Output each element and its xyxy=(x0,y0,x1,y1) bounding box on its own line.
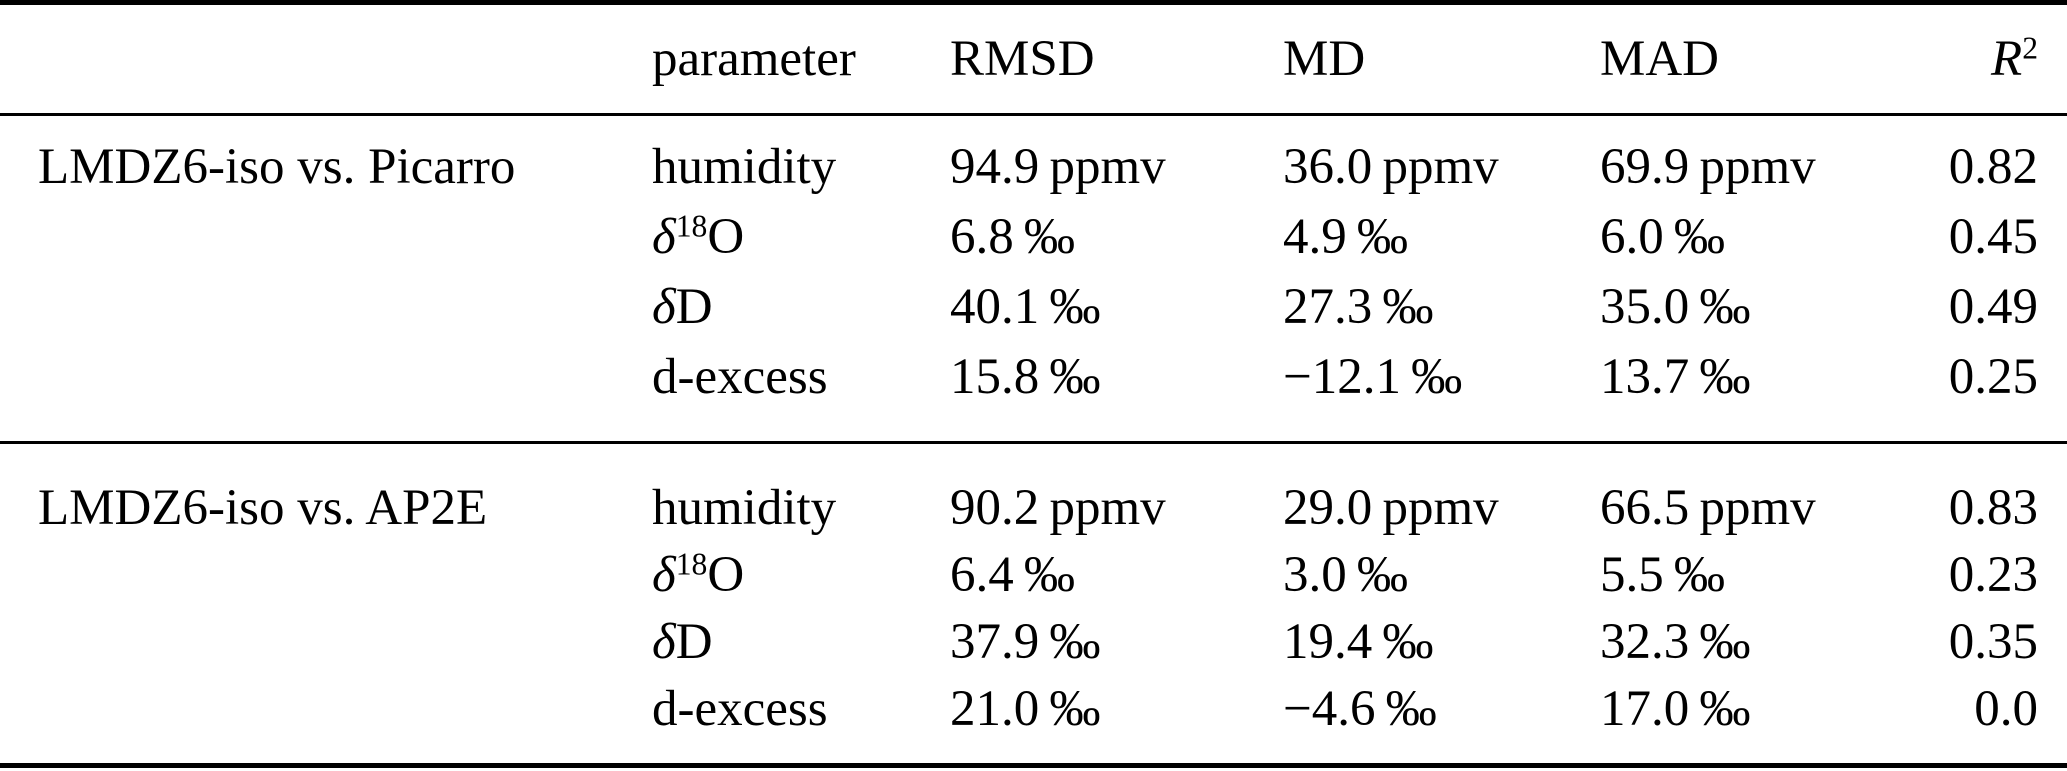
cell-parameter: δD xyxy=(652,613,713,670)
table-row: δ18O 6.4 ‰ 3.0 ‰ 5.5 ‰ 0.23 xyxy=(0,541,2067,608)
cell-r-squared: 0.45 xyxy=(1948,209,2038,265)
cell-parameter: d-excess xyxy=(652,680,828,737)
group-label: LMDZ6-iso vs. Picarro xyxy=(38,139,516,195)
header-mad: MAD xyxy=(1600,31,1720,87)
cell-parameter: d-excess xyxy=(652,349,828,405)
cell-mad: 35.0 ‰ xyxy=(1600,279,1751,335)
cell-mad: 69.9 ppmv xyxy=(1600,139,1816,195)
cell-mad: 6.0 ‰ xyxy=(1600,209,1725,265)
delta-symbol: δ xyxy=(652,613,676,670)
cell-rmsd: 40.1 ‰ xyxy=(950,279,1101,335)
cell-mad: 13.7 ‰ xyxy=(1600,349,1751,405)
cell-mad: 32.3 ‰ xyxy=(1600,613,1751,670)
table-row: LMDZ6-iso vs. AP2E humidity 90.2 ppmv 29… xyxy=(0,474,2067,541)
cell-rmsd: 21.0 ‰ xyxy=(950,680,1101,737)
cell-parameter: humidity xyxy=(652,479,837,536)
cell-r-squared: 0.35 xyxy=(1948,613,2038,670)
cell-mad: 17.0 ‰ xyxy=(1600,680,1751,737)
delta-symbol: δ xyxy=(652,209,676,265)
table-row: δ18O 6.8 ‰ 4.9 ‰ 6.0 ‰ 0.45 xyxy=(0,202,2067,272)
group-ap2e: LMDZ6-iso vs. AP2E humidity 90.2 ppmv 29… xyxy=(0,444,2067,763)
bottom-rule xyxy=(0,763,2067,768)
cell-r-squared: 0.23 xyxy=(1948,546,2038,603)
cell-md: 29.0 ppmv xyxy=(1283,479,1499,536)
table-row: δD 40.1 ‰ 27.3 ‰ 35.0 ‰ 0.49 xyxy=(0,272,2067,342)
delta-symbol: δ xyxy=(652,546,676,603)
cell-rmsd: 15.8 ‰ xyxy=(950,349,1101,405)
cell-rmsd: 37.9 ‰ xyxy=(950,613,1101,670)
top-rule xyxy=(0,0,2067,5)
cell-md: 3.0 ‰ xyxy=(1283,546,1408,603)
header-r-squared: R2 xyxy=(1880,30,2067,88)
table-row: LMDZ6-iso vs. Picarro humidity 94.9 ppmv… xyxy=(0,132,2067,202)
cell-r-squared: 0.25 xyxy=(1948,349,2038,405)
cell-r-squared: 0.82 xyxy=(1948,139,2038,195)
delta-symbol: δ xyxy=(652,279,676,335)
cell-md: 4.9 ‰ xyxy=(1283,209,1408,265)
r-symbol: R xyxy=(1991,31,2023,87)
cell-md: 19.4 ‰ xyxy=(1283,613,1434,670)
cell-rmsd: 90.2 ppmv xyxy=(950,479,1166,536)
cell-r-squared: 0.49 xyxy=(1948,279,2038,335)
table-row: d-excess 21.0 ‰ −4.6 ‰ 17.0 ‰ 0.0 xyxy=(0,675,2067,742)
header-md: MD xyxy=(1283,31,1366,87)
cell-parameter: δD xyxy=(652,279,713,335)
cell-mad: 66.5 ppmv xyxy=(1600,479,1816,536)
header-rmsd: RMSD xyxy=(950,31,1095,87)
group-separator-rule xyxy=(0,441,2067,444)
table-row: d-excess 15.8 ‰ −12.1 ‰ 13.7 ‰ 0.25 xyxy=(0,342,2067,412)
header-rule xyxy=(0,113,2067,116)
cell-md: −12.1 ‰ xyxy=(1283,349,1463,405)
cell-r-squared: 0.0 xyxy=(1974,680,2038,737)
r-exponent: 2 xyxy=(2022,30,2038,66)
table-row: δD 37.9 ‰ 19.4 ‰ 32.3 ‰ 0.35 xyxy=(0,608,2067,675)
cell-md: −4.6 ‰ xyxy=(1283,680,1437,737)
cell-md: 36.0 ppmv xyxy=(1283,139,1499,195)
cell-rmsd: 6.4 ‰ xyxy=(950,546,1075,603)
cell-parameter: δ18O xyxy=(652,546,745,603)
cell-mad: 5.5 ‰ xyxy=(1600,546,1725,603)
cell-parameter: humidity xyxy=(652,139,837,195)
isotope-superscript: 18 xyxy=(675,208,708,244)
header-row: parameter RMSD MD MAD R2 xyxy=(0,5,2067,113)
group-label: LMDZ6-iso vs. AP2E xyxy=(38,479,488,536)
cell-rmsd: 94.9 ppmv xyxy=(950,139,1166,195)
cell-rmsd: 6.8 ‰ xyxy=(950,209,1075,265)
header-parameter: parameter xyxy=(652,31,856,87)
cell-md: 27.3 ‰ xyxy=(1283,279,1434,335)
cell-r-squared: 0.83 xyxy=(1948,479,2038,536)
cell-parameter: δ18O xyxy=(652,208,745,265)
isotope-superscript: 18 xyxy=(675,546,708,582)
group-picarro: LMDZ6-iso vs. Picarro humidity 94.9 ppmv… xyxy=(0,116,2067,441)
